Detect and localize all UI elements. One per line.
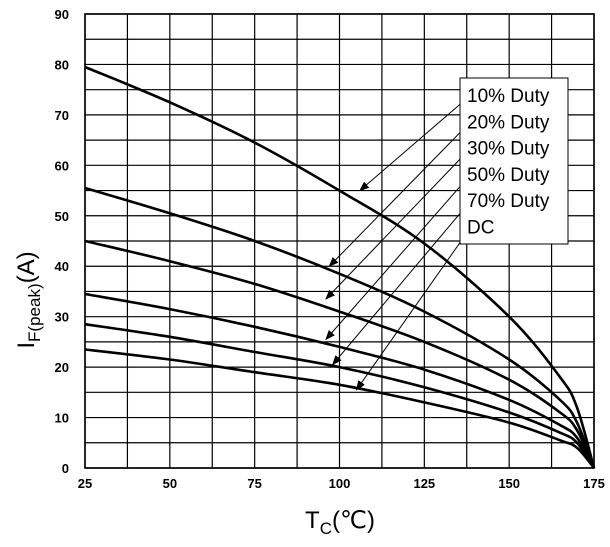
x-tick-label: 100 [329,476,351,491]
y-tick-label: 40 [55,259,69,274]
x-tick-label: 25 [78,476,92,491]
legend-pointer-arrow [325,172,473,341]
x-tick-label: 50 [163,476,177,491]
y-tick-label: 0 [62,461,69,476]
legend-pointer-arrow [355,225,473,391]
y-tick-label: 70 [55,108,69,123]
legend-item-label: 10% Duty [467,86,550,107]
legend-item-label: DC [467,218,494,239]
series-line [84,292,596,469]
legend-box [459,77,569,245]
y-axis-title: IF(peak)(A) [13,251,44,348]
y-tick-label: 20 [55,360,69,375]
legend-pointer-arrow [328,119,473,267]
y-tick-label: 80 [55,57,69,72]
x-tick-label: 75 [247,476,261,491]
x-tick-label: 125 [413,476,435,491]
y-tick-label: 50 [55,209,69,224]
legend: 10% Duty 20% Duty 30% Duty 50% Duty 70% Duty… [459,77,569,245]
legend-pointers [325,93,473,391]
legend-item-label: 70% Duty [467,191,550,212]
legend-item-label: 20% Duty [467,112,550,133]
legend-pointer-arrow [359,93,473,192]
x-axis-title: TC(℃) [305,507,375,538]
tick-labels: 25 50 75 100 125 150 175 0 10 20 30 40 50 60 70 80 90 [55,7,605,491]
y-tick-label: 60 [55,158,69,173]
series-line [84,322,596,469]
legend-pointer-arrow [325,146,473,300]
x-tick-label: 175 [583,476,605,491]
series-line [84,65,596,469]
series-line [84,239,596,469]
legend-item-label: 50% Duty [467,165,550,186]
x-tick-label: 150 [498,476,520,491]
y-tick-label: 90 [55,7,69,22]
series-line [84,348,596,469]
legend-pointer-arrow [332,198,473,366]
y-tick-label: 10 [55,411,69,426]
series-lines [84,65,596,469]
legend-item-label: 30% Duty [467,139,550,160]
y-tick-label: 30 [55,310,69,325]
series-line [84,186,596,469]
